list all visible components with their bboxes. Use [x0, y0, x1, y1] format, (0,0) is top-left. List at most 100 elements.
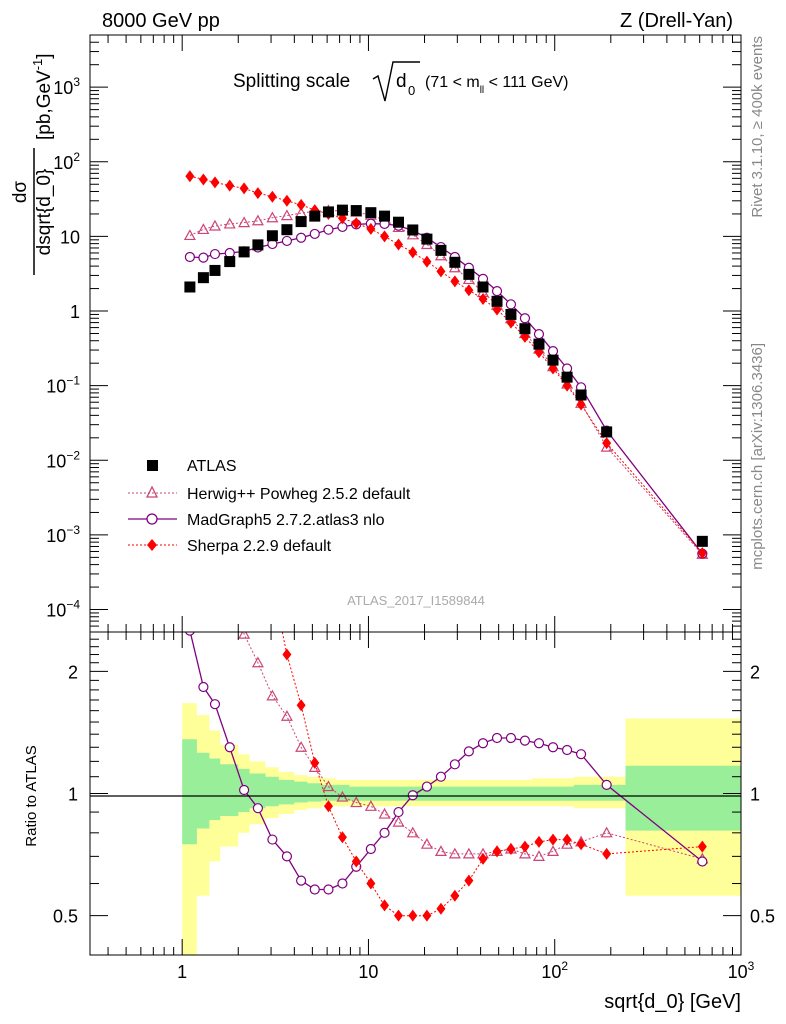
- atlas-data-point: [463, 268, 475, 280]
- ratio-sherpa-point: [296, 699, 306, 712]
- ratio-sherpa-point: [492, 845, 502, 858]
- legend-label-sherpa: Sherpa 2.2.9 default: [187, 538, 332, 555]
- ratio-madgraph-point: [463, 746, 474, 757]
- main-madgraph-point: [505, 299, 517, 310]
- ratio-sherpa-point: [520, 840, 530, 853]
- y-tick-label-main: 1: [70, 302, 80, 322]
- ratio-madgraph-point: [337, 878, 348, 889]
- ratio-sherpa-point: [337, 831, 347, 844]
- ratio-herwig-point: [350, 796, 363, 808]
- legend-label-madgraph: MadGraph5 2.7.2.atlas3 nlo: [187, 512, 385, 529]
- ratio-madgraph-point: [491, 732, 503, 744]
- ratio-madgraph-point: [224, 742, 235, 753]
- atlas-data-point: [575, 389, 587, 401]
- ratio-herwig-point: [420, 837, 433, 849]
- main-herwig-point: [183, 229, 196, 241]
- atlas-data-point: [336, 204, 348, 216]
- ratio-sherpa-point: [282, 648, 292, 661]
- x-tick-label: 102: [541, 959, 568, 982]
- y-tick-label-ratio-right: 1: [750, 785, 760, 805]
- ratio-herwig-point: [532, 850, 545, 861]
- ratio-herwig-point: [364, 800, 377, 811]
- y-tick-label-main: 10−1: [46, 374, 80, 397]
- main-herwig-point: [251, 214, 264, 226]
- ratio-madgraph-point: [547, 742, 559, 753]
- y-tick-label-main: 10−2: [46, 448, 80, 471]
- main-sherpa-point: [478, 292, 488, 305]
- y-tick-label-main: 10−3: [46, 523, 80, 546]
- ratio-herwig-point: [462, 847, 475, 859]
- main-madgraph-point: [323, 224, 334, 235]
- main-sherpa-point: [380, 230, 390, 243]
- ratio-madgraph-point: [239, 784, 250, 796]
- main-madgraph-point: [491, 285, 503, 297]
- ratio-sherpa-point: [210, 310, 219, 322]
- main-madgraph-point: [561, 363, 573, 374]
- ratio-madgraph-point: [209, 699, 221, 710]
- y-tick-label-main: 103: [53, 75, 80, 98]
- main-madgraph-point: [281, 235, 293, 247]
- ratio-madgraph-point: [421, 781, 433, 792]
- ratio-madgraph-point: [407, 790, 418, 801]
- plot-title-range: (71 < mll < 111 GeV): [425, 74, 568, 96]
- ratio-madgraph-point: [505, 732, 517, 744]
- ratio-band-outer: [182, 703, 741, 955]
- main-sherpa-point: [697, 547, 707, 560]
- atlas-data-point: [224, 256, 236, 268]
- main-sherpa-point: [267, 190, 277, 203]
- main-sherpa-point: [602, 437, 612, 450]
- atlas-data-point: [322, 206, 334, 218]
- axis-ticks: [90, 34, 742, 956]
- side-label-rivet: Rivet 3.1.10, ≥ 400k events: [749, 36, 766, 218]
- header-right: Z (Drell-Yan): [620, 10, 733, 32]
- main-sherpa-point: [198, 173, 208, 186]
- ratio-sherpa-point: [366, 877, 376, 890]
- main-herwig-point: [280, 209, 293, 221]
- ratio-herwig-point: [406, 826, 419, 838]
- ratio-sherpa-point: [225, 382, 234, 394]
- main-herwig-point: [223, 217, 236, 229]
- ratio-madgraph-point: [533, 738, 545, 749]
- main-sherpa-point: [366, 222, 376, 235]
- atlas-data-point: [238, 246, 250, 258]
- x-tick-label: 10: [358, 962, 378, 982]
- main-curves: [183, 170, 709, 560]
- y-axis-units: [pb,GeV-1]: [30, 53, 55, 140]
- ratio-madgraph-point: [323, 884, 334, 895]
- ratio-madgraph-point: [435, 771, 447, 782]
- atlas-data-point: [519, 323, 531, 335]
- x-axis-title: sqrt{d_0} [GeV]: [604, 991, 741, 1013]
- atlas-data-point: [197, 272, 209, 284]
- ratio-sherpa-point: [576, 838, 586, 851]
- y-tick-label-main: 10−4: [46, 598, 80, 621]
- ratio-herwig-point: [238, 632, 251, 639]
- main-sherpa-point: [253, 187, 263, 200]
- atlas-data-point: [435, 244, 447, 256]
- atlas-data-point: [209, 264, 221, 276]
- ratio-sherpa-point: [602, 847, 612, 860]
- main-madgraph-point: [547, 346, 559, 357]
- y-tick-label-ratio-right: 2: [750, 662, 760, 682]
- main-madgraph-point: [519, 313, 531, 324]
- ratio-herwig-point: [280, 710, 293, 721]
- ratio-herwig-point: [378, 807, 391, 819]
- ratio-madgraph-point: [601, 779, 612, 791]
- ratio-axis-title: Ratio to ATLAS: [23, 745, 40, 846]
- ratio-herwig-point: [448, 847, 461, 859]
- ratio-herwig-point: [561, 837, 574, 849]
- ratio-sherpa-point: [422, 909, 432, 922]
- atlas-data-point: [393, 216, 405, 228]
- main-madgraph-point: [198, 252, 209, 263]
- ratio-sherpa-point: [436, 902, 446, 915]
- y-tick-label-main: 102: [53, 150, 80, 173]
- ratio-uncertainty-bands: [182, 703, 741, 955]
- analysis-watermark: ATLAS_2017_I1589844: [347, 593, 485, 608]
- atlas-data-point: [561, 371, 573, 383]
- main-sherpa-point: [422, 255, 432, 268]
- ratio-madgraph-point: [365, 843, 376, 855]
- main-sherpa-point: [282, 194, 292, 207]
- atlas-data-point: [309, 210, 321, 222]
- main-sherpa-point: [408, 246, 418, 259]
- sqrt-sign-icon: [372, 61, 420, 102]
